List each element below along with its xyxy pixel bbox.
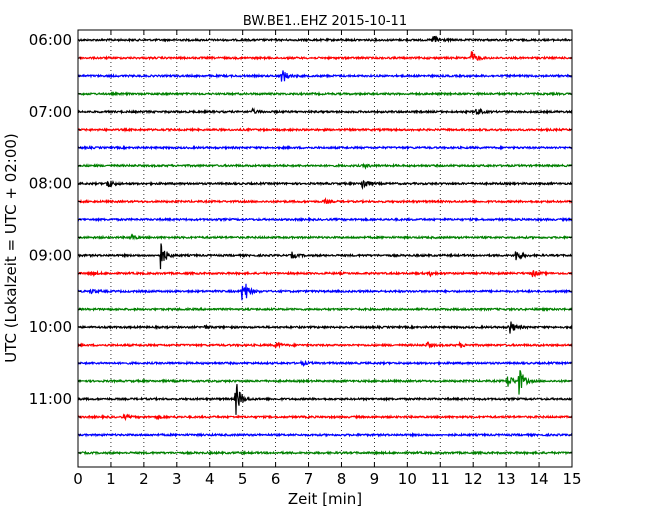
- x-tick-label-9: 9: [370, 470, 380, 488]
- trace-20: [77, 384, 573, 415]
- trace-11: [77, 233, 573, 241]
- y-tick-label-1100: 11:00: [29, 390, 72, 408]
- trace-4: [77, 107, 573, 115]
- trace-9: [77, 197, 573, 205]
- x-tick-label-0: 0: [73, 470, 83, 488]
- trace-17: [77, 340, 573, 349]
- y-axis-title: UTC (Lokalzeit = UTC + 02:00): [2, 133, 20, 363]
- trace-19: [77, 370, 573, 395]
- trace-7: [77, 162, 573, 170]
- y-tick-label-0900: 09:00: [29, 246, 72, 264]
- trace-18: [77, 359, 573, 368]
- x-tick-label-3: 3: [172, 470, 182, 488]
- trace-23: [77, 450, 573, 456]
- y-tick-label-0700: 07:00: [29, 103, 72, 121]
- x-axis-title: Zeit [min]: [288, 490, 362, 508]
- x-tick-label-5: 5: [238, 470, 248, 488]
- trace-13: [77, 269, 573, 278]
- trace-10: [77, 216, 573, 223]
- trace-14: [77, 283, 573, 301]
- seismogram-traces: [77, 35, 573, 456]
- y-tick-label-0800: 08:00: [29, 175, 72, 193]
- trace-21: [77, 413, 573, 422]
- grid-lines: [110, 30, 540, 467]
- trace-12: [77, 243, 573, 270]
- y-tick-label-1000: 10:00: [29, 318, 72, 336]
- trace-22: [77, 431, 573, 438]
- y-tick-labels: 06:00 07:00 08:00 09:00 10:00 11:00: [29, 31, 72, 408]
- x-tick-label-12: 12: [464, 470, 483, 488]
- trace-2: [77, 70, 573, 82]
- x-tick-label-15: 15: [562, 470, 581, 488]
- trace-0: [77, 35, 573, 44]
- trace-5: [77, 126, 573, 133]
- plot-area-frame: [77, 29, 573, 468]
- y-tick-label-0600: 06:00: [29, 31, 72, 49]
- trace-16: [77, 321, 573, 334]
- chart-title: BW.BE1..EHZ 2015-10-11: [243, 14, 407, 29]
- x-tick-label-10: 10: [398, 470, 417, 488]
- x-tick-labels: 0 1 2 3 4 5 6 7 8 9 10 11 12 13 14 15: [73, 470, 581, 488]
- trace-3: [77, 90, 573, 97]
- trace-1: [77, 51, 573, 62]
- x-tick-label-11: 11: [431, 470, 450, 488]
- x-tick-label-2: 2: [139, 470, 149, 488]
- x-tick-label-4: 4: [205, 470, 215, 488]
- x-tick-label-7: 7: [304, 470, 314, 488]
- x-tick-label-14: 14: [530, 470, 549, 488]
- trace-15: [77, 306, 573, 312]
- x-tick-label-6: 6: [271, 470, 281, 488]
- x-tick-label-13: 13: [497, 470, 516, 488]
- trace-6: [77, 144, 573, 151]
- x-tick-label-1: 1: [106, 470, 116, 488]
- trace-8: [77, 179, 573, 190]
- x-tick-label-8: 8: [337, 470, 347, 488]
